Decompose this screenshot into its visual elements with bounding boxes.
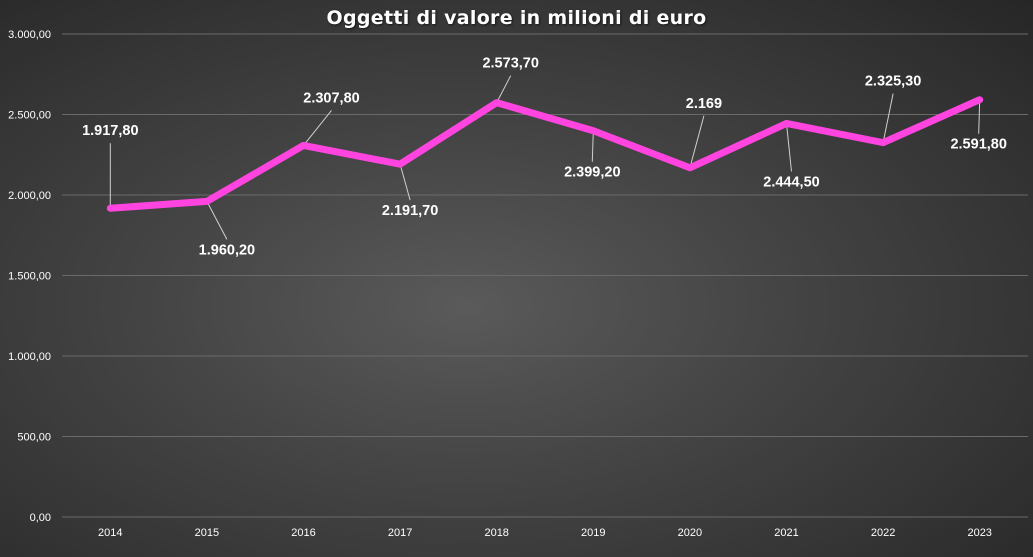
data-point: [300, 142, 307, 149]
data-point: [107, 205, 114, 212]
data-label-leader: [978, 99, 981, 134]
y-tick-label: 1.000,00: [8, 351, 51, 363]
data-point: [880, 139, 887, 146]
data-label-leader: [786, 123, 792, 172]
x-tick-label: 2020: [678, 527, 702, 539]
data-label-leader: [206, 201, 228, 240]
x-tick-label: 2017: [388, 527, 412, 539]
data-point: [493, 99, 500, 106]
x-axis-ticks: 2014 2015 2016 2017 2018 2019 2020 2021 2022 2023: [98, 527, 992, 539]
data-point: [203, 198, 210, 205]
y-tick-label: 500,00: [17, 432, 51, 444]
data-point: [976, 96, 983, 103]
data-label-leader: [591, 130, 594, 162]
data-label-leader: [496, 75, 512, 103]
data-label: 2.444,50: [763, 174, 819, 190]
x-tick-label: 2015: [195, 527, 219, 539]
y-tick-label: 3.000,00: [8, 29, 51, 41]
x-tick-label: 2016: [291, 527, 315, 539]
data-point: [590, 127, 597, 134]
y-axis-ticks: 0,00 500,00 1.000,00 1.500,00 2.000,00 2.500,…: [8, 29, 51, 524]
data-label: 2.591,80: [950, 137, 1006, 153]
x-tick-label: 2019: [581, 527, 605, 539]
data-label-leaders: [109, 75, 981, 240]
series-line: [106, 96, 984, 212]
data-label: 2.573,70: [482, 56, 538, 72]
y-tick-label: 1.500,00: [8, 271, 51, 283]
data-label: 1.960,20: [199, 242, 255, 258]
data-label: 2.191,70: [382, 203, 438, 219]
data-label: 2.399,20: [564, 165, 620, 181]
data-label-leader: [689, 115, 705, 168]
chart-title: Oggetti di valore in milioni di euro: [326, 7, 707, 29]
x-tick-label: 2022: [871, 527, 895, 539]
data-label: 2.325,30: [865, 74, 921, 90]
data-labels: 1.917,80 1.960,20 2.307,80 2.191,70 2.573,70…: [82, 56, 1007, 259]
y-tick-label: 2.000,00: [8, 190, 51, 202]
x-tick-label: 2018: [484, 527, 508, 539]
y-tick-label: 2.500,00: [8, 110, 51, 122]
data-point: [783, 120, 790, 127]
data-point: [686, 164, 693, 171]
series-line-layer: [106, 96, 984, 212]
y-tick-label: 0,00: [30, 512, 51, 524]
x-tick-label: 2023: [967, 527, 991, 539]
data-label-leader: [303, 110, 332, 146]
data-label: 1.917,80: [82, 123, 138, 139]
data-label: 2.169: [686, 96, 722, 112]
data-label-leader: [399, 164, 411, 201]
x-tick-label: 2014: [98, 527, 122, 539]
x-tick-label: 2021: [774, 527, 798, 539]
gridlines: [62, 33, 1028, 518]
data-point: [397, 161, 404, 168]
data-label-leader: [882, 93, 894, 143]
data-label: 2.307,80: [303, 90, 359, 106]
